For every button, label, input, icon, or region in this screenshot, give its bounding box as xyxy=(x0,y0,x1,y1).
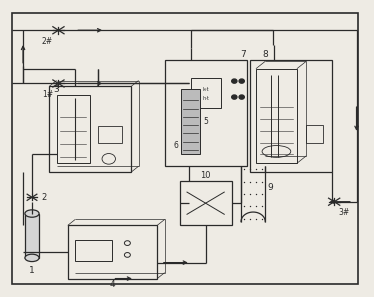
Circle shape xyxy=(239,95,244,99)
Bar xyxy=(68,225,157,279)
Text: h-t: h-t xyxy=(202,96,209,101)
Circle shape xyxy=(239,79,244,83)
Text: 2: 2 xyxy=(41,193,46,202)
Text: 6: 6 xyxy=(174,141,179,151)
Bar xyxy=(49,86,131,172)
Bar xyxy=(250,60,332,172)
Text: 7: 7 xyxy=(240,50,246,59)
Text: 1#: 1# xyxy=(42,90,53,99)
Bar xyxy=(181,89,200,154)
Text: 3: 3 xyxy=(53,85,59,94)
Bar xyxy=(165,60,246,166)
Bar xyxy=(56,95,90,163)
Bar xyxy=(191,78,221,108)
Bar xyxy=(98,126,122,143)
Text: 2#: 2# xyxy=(42,37,53,45)
Bar xyxy=(306,125,323,143)
Ellipse shape xyxy=(25,210,39,217)
Bar xyxy=(180,181,232,225)
Text: 5: 5 xyxy=(204,117,209,127)
Ellipse shape xyxy=(25,254,39,262)
Text: 8: 8 xyxy=(263,50,268,59)
Bar xyxy=(256,69,297,163)
Circle shape xyxy=(232,95,237,99)
Bar xyxy=(75,240,113,261)
Text: 1: 1 xyxy=(29,266,35,275)
Bar xyxy=(25,214,39,258)
Text: 3#: 3# xyxy=(338,208,349,217)
Circle shape xyxy=(232,79,237,83)
Text: k-t: k-t xyxy=(202,87,209,92)
Text: 9: 9 xyxy=(267,183,273,192)
Text: 10: 10 xyxy=(200,171,211,180)
Text: 4: 4 xyxy=(110,280,115,290)
